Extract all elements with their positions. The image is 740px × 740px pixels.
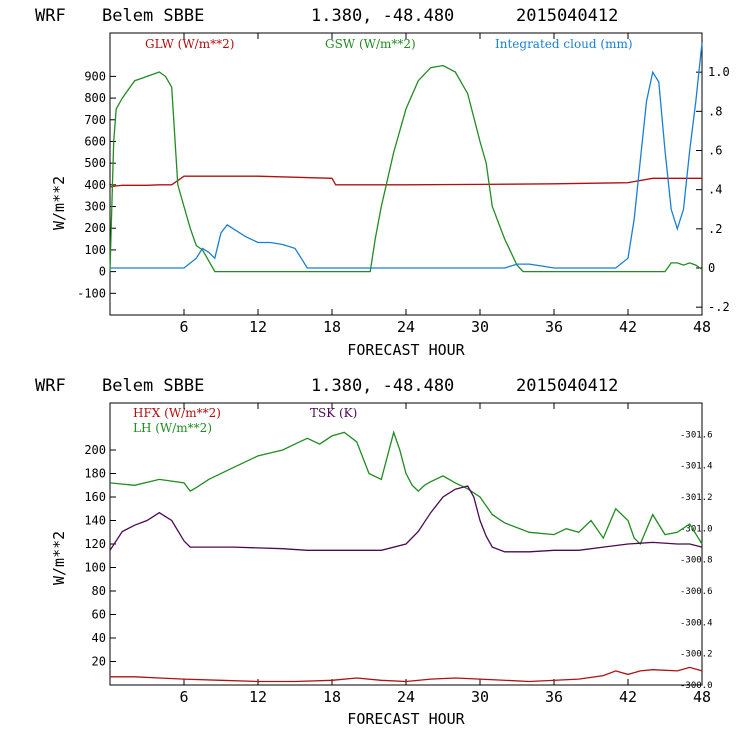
y2-tick-label: -300.6 [680, 587, 713, 597]
y-tick-label: 600 [84, 134, 106, 148]
x-axis-label: FORECAST HOUR [347, 710, 465, 728]
y-tick-label: 120 [84, 537, 106, 551]
y-tick-label: 300 [84, 200, 106, 214]
series-line-hfx [110, 666, 703, 683]
legend-gsw: GSW (W/m**2) [325, 37, 416, 51]
y-axis-label: W/m**2 [50, 531, 68, 585]
x-tick-label: 6 [179, 688, 188, 706]
x-tick-label: 24 [397, 688, 415, 706]
x-axis-label: FORECAST HOUR [347, 341, 465, 359]
title-model: WRF [35, 376, 66, 396]
y-tick-label: 160 [84, 490, 106, 504]
x-tick-label: 18 [323, 688, 341, 706]
plot-frame [109, 32, 703, 316]
y-tick-label: 100 [84, 561, 106, 575]
y-tick-label: 60 [92, 608, 106, 622]
title-station: Belem SBBE [102, 376, 204, 396]
series-line-glw [109, 175, 702, 188]
y2-tick-label: -300.2 [680, 650, 713, 660]
x-tick-label: 30 [471, 318, 489, 336]
y2-tick-label: .6 [708, 144, 722, 158]
y-tick-label: 200 [84, 221, 106, 235]
x-tick-label: 42 [619, 688, 637, 706]
y2-tick-label: -300.4 [680, 618, 713, 628]
x-tick-label: 6 [179, 318, 188, 336]
title-model: WRF [35, 6, 66, 26]
legend-tsk: TSK (K) [310, 406, 357, 420]
y-tick-label: 200 [84, 443, 106, 457]
y2-tick-label: -301.0 [680, 524, 713, 534]
title-station: Belem SBBE [102, 6, 204, 26]
y-tick-label: 0 [99, 265, 106, 279]
series-line-tsk [109, 485, 703, 553]
y-axis-label: W/m**2 [50, 176, 68, 230]
ticks: 6 12 18 24 30 36 42 48 -100 0 100 200 300 400 500 600 70… [77, 33, 730, 336]
y2-tick-label: .4 [708, 183, 722, 197]
title-run: 2015040412 [516, 376, 618, 396]
legend-lh: LH (W/m**2) [133, 421, 212, 435]
x-tick-label: 36 [545, 688, 563, 706]
y2-tick-label: 1.0 [708, 65, 730, 79]
y2-tick-label: -301.6 [680, 430, 713, 440]
series-line-integrated [110, 42, 703, 269]
series [109, 430, 703, 683]
y-tick-label: 900 [84, 69, 106, 83]
x-tick-label: 24 [397, 318, 415, 336]
y-tick-label: 180 [84, 467, 106, 481]
y2-tick-label: -301.4 [680, 462, 713, 472]
y2-tick-label: -300.8 [680, 556, 713, 566]
y-tick-label: 700 [84, 113, 106, 127]
y-tick-label: 40 [92, 631, 106, 645]
y2-tick-label: -.2 [708, 300, 730, 314]
legend-glw: GLW (W/m**2) [145, 37, 234, 51]
y-tick-label: 140 [84, 514, 106, 528]
y2-tick-label: .2 [708, 222, 722, 236]
y-tick-label: 500 [84, 156, 106, 170]
x-tick-label: 18 [323, 318, 341, 336]
y-tick-label: 400 [84, 178, 106, 192]
x-tick-label: 48 [693, 688, 711, 706]
series [109, 42, 703, 273]
y2-tick-label: .8 [708, 104, 722, 118]
title-run: 2015040412 [516, 6, 618, 26]
panel-radiation: WRF Belem SBBE 1.380, -48.480 2015040412… [35, 6, 730, 359]
y2-tick-label: -300.0 [680, 681, 713, 691]
y-tick-label: -100 [77, 286, 106, 300]
legend-hfx: HFX (W/m**2) [133, 406, 221, 420]
ticks: 6 12 18 24 30 36 42 48 20 40 60 80 100 120 140 160 180 20… [84, 403, 713, 706]
x-tick-label: 48 [693, 318, 711, 336]
y-tick-label: 800 [84, 91, 106, 105]
legend-cloud: Integrated cloud (mm) [495, 37, 633, 51]
y-tick-label: 20 [92, 655, 106, 669]
y-tick-label: 100 [84, 243, 106, 257]
x-tick-label: 42 [619, 318, 637, 336]
title-coords: 1.380, -48.480 [311, 376, 454, 396]
title-coords: 1.380, -48.480 [311, 6, 454, 26]
x-tick-label: 30 [471, 688, 489, 706]
panel-fluxes: WRF Belem SBBE 1.380, -48.480 2015040412… [35, 376, 713, 728]
y-tick-label: 80 [92, 584, 106, 598]
series-line-gsw [109, 64, 703, 273]
y2-tick-label: 0 [708, 261, 715, 275]
y2-tick-label: -301.2 [680, 493, 713, 503]
series-line-lh [109, 430, 703, 546]
x-tick-label: 12 [249, 688, 267, 706]
x-tick-label: 36 [545, 318, 563, 336]
x-tick-label: 12 [249, 318, 267, 336]
